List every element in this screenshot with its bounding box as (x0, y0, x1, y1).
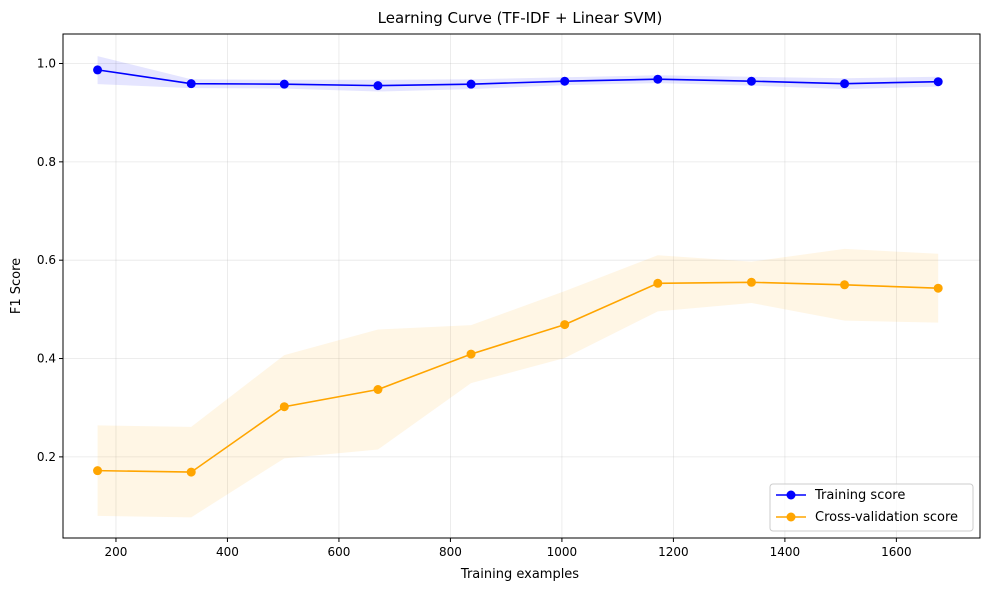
x-tick-label: 1400 (770, 545, 801, 559)
y-axis-label: F1 Score (9, 258, 24, 314)
x-tick-label: 400 (216, 545, 239, 559)
cv-score-point (746, 277, 756, 287)
training-score-point (373, 81, 383, 91)
cv-score-point (373, 385, 383, 395)
training-score-line (97, 69, 939, 87)
cv-confidence-band (97, 248, 939, 518)
y-tick-label: 0.2 (37, 450, 56, 464)
legend-training-label: Training score (814, 488, 905, 503)
cv-score-line (97, 281, 939, 473)
training-score-point (933, 77, 943, 87)
legend-cv-label: Cross-validation score (815, 510, 958, 525)
y-tick-label: 0.4 (37, 352, 56, 366)
legend-training-swatch-marker (786, 490, 796, 500)
x-tick-label: 1200 (658, 545, 689, 559)
training-score-point (93, 65, 103, 75)
x-tick-label: 600 (327, 545, 350, 559)
confidence-bands (97, 56, 939, 518)
training-score-point (279, 79, 289, 89)
series-points (93, 65, 943, 477)
y-axis-ticks: 0.2 0.4 0.6 0.8 1.0 (37, 57, 63, 464)
cv-score-point (279, 402, 289, 412)
cv-score-point (933, 283, 943, 293)
chart-title: Learning Curve (TF-IDF + Linear SVM) (378, 9, 663, 27)
training-score-point (746, 76, 756, 86)
plot-frame (62, 33, 981, 539)
y-tick-label: 0.8 (37, 155, 56, 169)
x-tick-label: 1000 (547, 545, 578, 559)
training-score-point (840, 79, 850, 89)
training-confidence-band (97, 56, 939, 92)
cv-score-point (93, 466, 103, 476)
training-score-point (466, 79, 476, 89)
cv-score-point (560, 320, 570, 330)
y-tick-label: 0.6 (37, 253, 56, 267)
x-tick-label: 800 (439, 545, 462, 559)
x-axis-label: Training examples (460, 567, 579, 582)
y-tick-label: 1.0 (37, 57, 56, 71)
grid (63, 34, 980, 538)
x-axis-ticks: 200 400 600 800 1000 1200 1400 1600 (105, 538, 912, 559)
cv-score-point (653, 278, 663, 288)
training-score-point (653, 74, 663, 84)
x-tick-label: 1600 (881, 545, 912, 559)
legend-box (769, 483, 974, 532)
series-lines (97, 69, 939, 473)
training-score-point (186, 79, 196, 89)
legend: Training score Cross-validation score (769, 483, 974, 532)
cv-score-point (186, 467, 196, 477)
cv-score-point (466, 349, 476, 359)
legend-cv-swatch-marker (786, 512, 796, 522)
training-score-point (560, 76, 570, 86)
cv-score-point (840, 280, 850, 290)
x-tick-label: 200 (105, 545, 128, 559)
